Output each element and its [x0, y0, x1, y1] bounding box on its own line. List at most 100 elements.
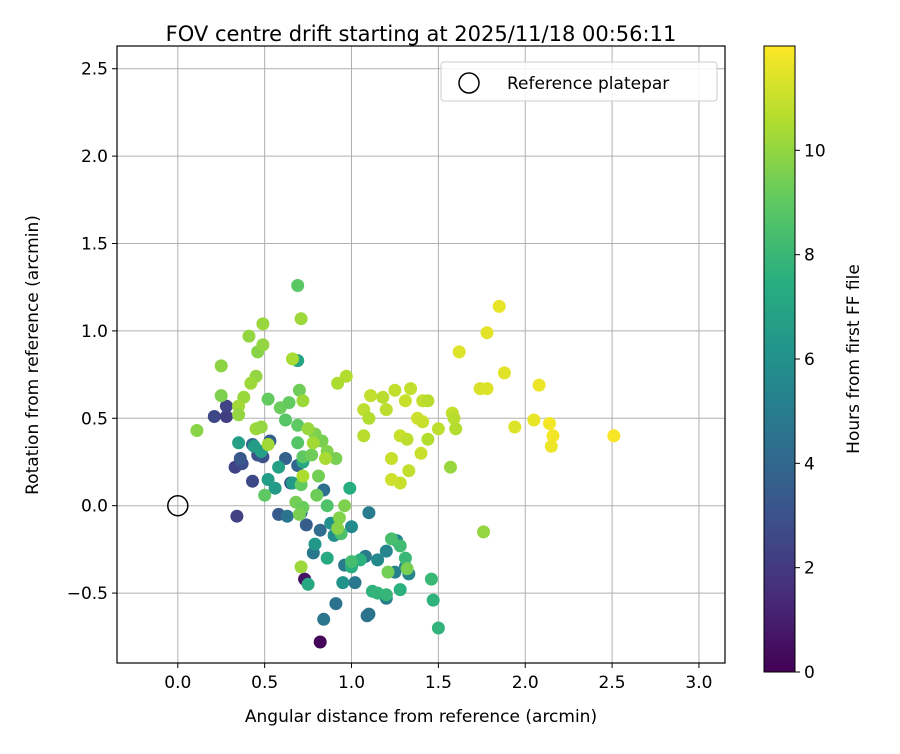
colorbar-tick-label: 4	[804, 454, 815, 474]
data-point	[219, 399, 233, 413]
data-point	[294, 312, 308, 326]
data-point	[543, 417, 556, 430]
data-point	[292, 507, 306, 521]
data-points	[190, 279, 621, 649]
data-point	[329, 597, 343, 611]
data-point	[291, 279, 305, 292]
data-point	[385, 452, 398, 465]
data-point	[320, 551, 334, 565]
colorbar-tick-label: 10	[804, 141, 826, 161]
data-point	[477, 525, 490, 539]
data-point	[230, 509, 244, 523]
y-tick-label: 1.5	[81, 235, 108, 255]
x-tick-label: 2.0	[512, 673, 539, 693]
legend-label: Reference platepar	[507, 74, 669, 94]
data-point	[261, 438, 275, 451]
data-point	[246, 474, 259, 488]
data-point	[272, 460, 286, 474]
data-point	[497, 366, 511, 380]
data-point	[268, 481, 282, 495]
data-point	[348, 576, 362, 590]
data-point	[414, 446, 428, 460]
chart-title: FOV centre drift starting at 2025/11/18 …	[166, 22, 677, 46]
data-point	[421, 432, 435, 446]
data-point	[424, 572, 438, 586]
data-point	[379, 544, 393, 558]
data-point	[282, 396, 296, 410]
data-point	[431, 422, 445, 436]
data-point	[452, 345, 466, 359]
data-point	[388, 383, 402, 397]
data-point	[313, 523, 327, 537]
data-point	[338, 499, 352, 513]
data-point	[357, 429, 371, 443]
y-tick-label: 2.5	[81, 60, 108, 80]
data-point	[544, 439, 558, 453]
data-point	[527, 413, 541, 427]
data-point	[447, 411, 461, 425]
x-axis-ticks: 0.0 0.5 1.0 1.5 2.0 2.5 3.0	[164, 663, 712, 693]
x-tick-label: 0.0	[164, 673, 191, 693]
data-point	[279, 452, 292, 465]
data-point	[232, 436, 246, 450]
data-point	[480, 382, 494, 396]
data-point	[371, 553, 385, 567]
data-point	[320, 499, 334, 513]
y-tick-label: −0.5	[67, 584, 108, 604]
data-point	[254, 420, 268, 434]
data-point	[345, 520, 358, 534]
legend-marker	[458, 72, 480, 94]
x-axis-label: Angular distance from reference (arcmin)	[245, 707, 597, 727]
data-point	[301, 577, 315, 591]
data-point	[402, 464, 416, 478]
colorbar-tick-label: 6	[804, 350, 815, 370]
data-point	[339, 369, 353, 383]
data-point	[214, 389, 228, 403]
data-point	[362, 506, 376, 520]
data-point	[480, 326, 494, 340]
data-point	[317, 612, 331, 626]
data-point	[244, 376, 258, 390]
data-point	[310, 488, 324, 502]
data-point	[247, 439, 261, 453]
data-point	[319, 452, 332, 465]
data-point	[449, 422, 463, 436]
data-point	[279, 413, 292, 427]
data-point	[292, 383, 306, 397]
colorbar-tick-label: 8	[804, 246, 815, 266]
data-point	[306, 436, 320, 450]
data-point	[385, 473, 398, 486]
data-point	[256, 317, 270, 331]
colorbar-tick-label: 2	[804, 559, 815, 579]
data-point	[207, 410, 221, 423]
data-point	[444, 460, 457, 474]
colorbar: 0 2 4 6 8 10 Hours from first FF file	[763, 45, 864, 683]
data-point	[286, 352, 299, 366]
x-tick-label: 3.0	[685, 673, 712, 693]
grid	[117, 46, 725, 663]
data-point	[258, 488, 272, 502]
colorbar-ticks: 0 2 4 6 8 10	[795, 141, 826, 683]
data-point	[256, 338, 270, 352]
data-point	[379, 403, 393, 417]
data-point	[331, 376, 345, 390]
legend: Reference platepar	[440, 61, 718, 102]
plot-frame	[116, 45, 726, 664]
data-point	[336, 576, 350, 590]
data-point	[291, 436, 305, 450]
data-point	[404, 382, 418, 396]
data-point	[261, 473, 275, 486]
colorbar-gradient	[764, 46, 795, 672]
data-point	[379, 588, 393, 602]
data-point	[190, 424, 204, 437]
data-point	[426, 593, 440, 607]
data-point	[329, 452, 343, 465]
data-point	[301, 422, 315, 436]
x-tick-label: 0.5	[251, 673, 278, 693]
data-point	[343, 481, 357, 495]
y-axis-label: Rotation from reference (arcmin)	[23, 215, 43, 495]
data-point	[362, 607, 376, 621]
data-point	[242, 329, 256, 343]
